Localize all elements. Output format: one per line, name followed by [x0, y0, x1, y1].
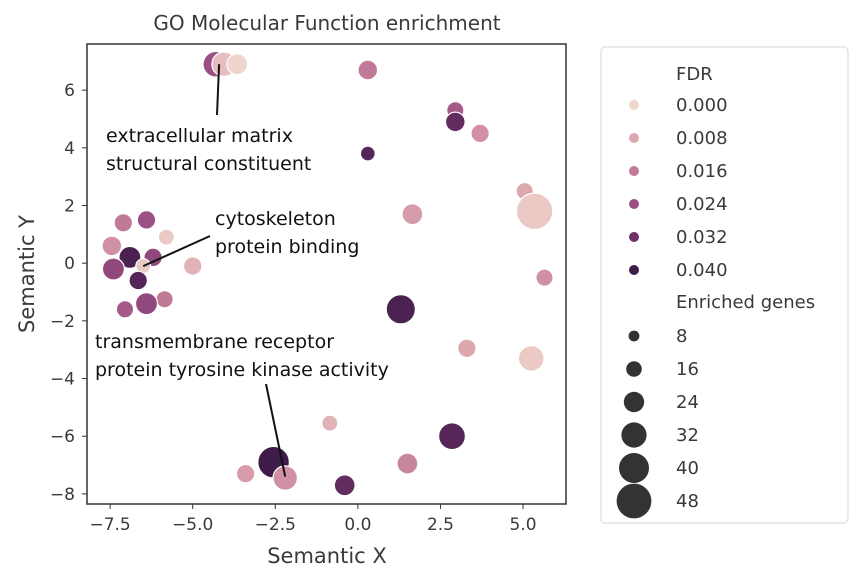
fdr-legend-label: 0.016	[676, 161, 728, 182]
size-legend-swatch	[628, 330, 640, 342]
x-tick-label: −5.0	[172, 515, 213, 535]
x-tick-label: −2.5	[255, 515, 296, 535]
data-point	[444, 111, 466, 133]
data-point	[101, 235, 123, 257]
fdr-legend-label: 0.040	[676, 260, 728, 281]
annotation-halo: extracellular matrix	[106, 125, 293, 147]
annotation-halo: protein tyrosine kinase activity	[95, 359, 389, 381]
fdr-legend-swatch	[629, 199, 639, 209]
x-tick-label: −7.5	[89, 515, 130, 535]
data-point	[359, 145, 376, 162]
size-legend-swatch	[619, 453, 649, 483]
size-legend-swatch	[621, 422, 647, 448]
annotation-text: protein tyrosine kinase activity	[95, 359, 389, 381]
data-point	[535, 268, 554, 287]
annotation-leader	[142, 235, 211, 268]
annotation-halo: protein binding	[215, 236, 359, 258]
x-tick-label: 5.0	[510, 515, 537, 535]
fdr-legend-swatch	[629, 133, 639, 143]
annotation-halo: structural constituent	[106, 153, 311, 175]
x-tick-label: 0.0	[344, 515, 371, 535]
data-point	[515, 192, 554, 231]
data-point	[357, 59, 379, 81]
size-legend-label: 16	[676, 359, 699, 380]
annotation-text: extracellular matrix	[106, 125, 293, 147]
data-point	[136, 210, 157, 230]
data-point	[155, 290, 174, 309]
x-axis-label: Semantic X	[267, 544, 387, 568]
data-point	[134, 292, 159, 316]
legend-fdr-title: FDR	[676, 64, 713, 85]
data-point	[385, 294, 416, 325]
data-point	[333, 474, 356, 497]
points-layer	[101, 50, 554, 497]
annotation-text: cytoskeleton	[215, 208, 336, 230]
fdr-legend-swatch	[629, 100, 639, 110]
data-point	[438, 422, 467, 451]
size-legend-label: 48	[676, 491, 699, 512]
legend-box	[600, 46, 849, 524]
size-legend-label: 24	[676, 392, 699, 413]
plot-frame	[86, 43, 567, 505]
fdr-legend-swatch	[629, 232, 639, 242]
y-ticks: 6 4 2 0 −2 −4 −6 −8	[50, 81, 87, 505]
size-legend-label: 40	[676, 458, 699, 479]
chart-title: GO Molecular Function enrichment	[153, 11, 500, 35]
y-tick-label: 2	[64, 197, 75, 217]
y-tick-label: 0	[64, 254, 75, 274]
y-tick-label: 4	[64, 139, 75, 159]
data-point	[321, 414, 339, 432]
size-legend-label: 32	[676, 425, 699, 446]
legend-size-title: Enriched genes	[676, 292, 815, 313]
annotation-text: structural constituent	[106, 153, 311, 175]
fdr-legend-label: 0.024	[676, 194, 728, 215]
data-point	[396, 452, 419, 475]
data-point	[128, 270, 148, 291]
annotation-halo: cytoskeleton	[215, 208, 336, 230]
y-tick-label: −4	[50, 370, 75, 390]
fdr-legend-swatch	[629, 166, 639, 176]
y-axis-label: Semantic Y	[15, 215, 39, 333]
annotation-text: transmembrane receptor	[95, 331, 334, 353]
y-tick-label: 6	[64, 81, 75, 101]
size-legend-swatch	[616, 483, 652, 519]
y-tick-label: −2	[50, 312, 75, 332]
data-point	[517, 345, 545, 372]
annotation-leader	[216, 64, 221, 116]
data-point	[226, 53, 249, 76]
size-legend-swatch	[623, 391, 645, 413]
data-point	[101, 257, 126, 281]
size-legend-label: 8	[676, 326, 687, 347]
data-point	[113, 213, 134, 233]
legend: FDR 0.000 0.008 0.016 0.024 0.032 0.040 Enric…	[600, 46, 849, 524]
size-legend-swatch	[626, 361, 642, 377]
fdr-legend-swatch	[629, 265, 639, 275]
data-point	[115, 300, 135, 319]
data-point	[457, 338, 477, 359]
fdr-legend-label: 0.032	[676, 227, 728, 248]
x-ticks: −7.5 −5.0 −2.5 0.0 2.5 5.0	[89, 504, 537, 535]
y-tick-label: −8	[50, 485, 75, 505]
data-point	[182, 256, 203, 276]
annotation-leader	[265, 383, 287, 477]
data-point	[272, 465, 298, 491]
data-point	[235, 463, 256, 484]
y-tick-label: −6	[50, 427, 75, 447]
data-point	[118, 245, 142, 269]
fdr-legend-label: 0.008	[676, 128, 728, 149]
size-legend-items: 8 16 24 32 40 48	[616, 326, 699, 519]
data-point	[470, 123, 490, 144]
annotation-halo: transmembrane receptor	[95, 331, 334, 353]
fdr-legend-label: 0.000	[676, 95, 728, 116]
annotation-text: protein binding	[215, 236, 359, 258]
data-point	[401, 203, 424, 226]
x-tick-label: 2.5	[427, 515, 454, 535]
fdr-legend-items: 0.000 0.008 0.016 0.024 0.032 0.040	[629, 95, 728, 281]
data-point	[157, 228, 175, 246]
